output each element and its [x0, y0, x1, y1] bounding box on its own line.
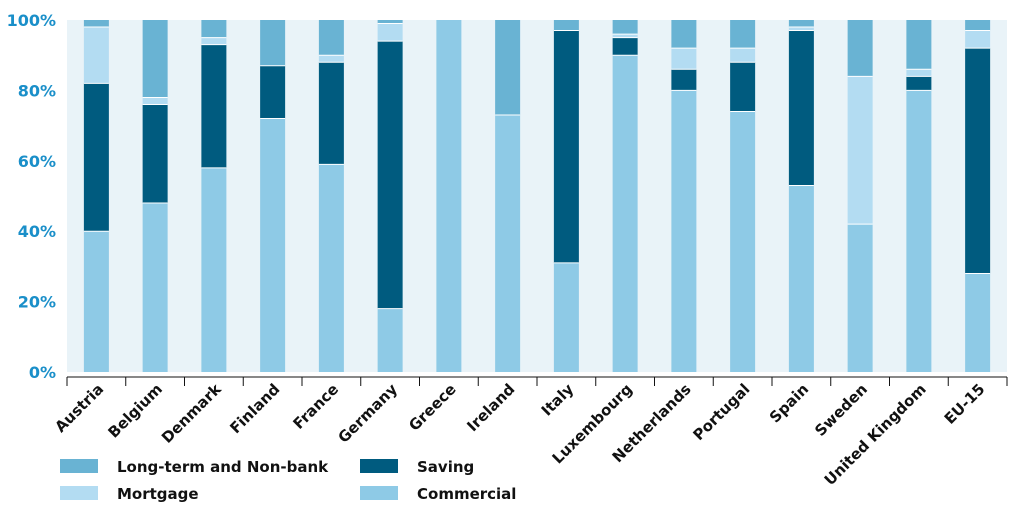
bar-segment [318, 164, 344, 372]
bar-segment [318, 20, 344, 56]
x-tick-label: Finland [226, 380, 283, 437]
bar-segment [671, 48, 697, 70]
bar-segment [847, 76, 873, 225]
bar-segment [906, 90, 932, 373]
x-tick-label: EU-15 [941, 380, 989, 428]
y-tick-label: 40% [18, 222, 56, 241]
bar-segment [788, 20, 814, 28]
x-tick-label: Austria [51, 380, 107, 436]
bar-segment [201, 167, 227, 372]
bar-segment [612, 20, 638, 35]
bar-segment [83, 20, 109, 28]
bar-segment [377, 41, 403, 309]
x-tick-label: Denmark [158, 379, 225, 446]
bar-segment [553, 30, 579, 263]
bar-segment [612, 55, 638, 372]
bar-segment [965, 20, 991, 31]
bar-segment [142, 97, 168, 105]
bar-segment [260, 65, 286, 119]
legend-swatch [60, 486, 98, 500]
x-tick-label: Sweden [811, 380, 871, 440]
bar-segment [377, 308, 403, 372]
bar-segment [965, 273, 991, 372]
y-tick-label: 60% [18, 152, 56, 171]
legend: Long-term and Non-bank Saving Mortgage Comm… [60, 458, 516, 503]
bars-layer [83, 20, 991, 373]
bar-segment [965, 48, 991, 274]
bar-segment [377, 23, 403, 42]
bar-segment [730, 20, 756, 49]
bar-segment [83, 27, 109, 84]
x-tick-label: United Kingdom [821, 380, 930, 489]
bar-segment [495, 115, 521, 372]
bar-segment [553, 20, 579, 31]
bar-segment [788, 27, 814, 31]
bar-segment [377, 20, 403, 24]
y-tick-label: 100% [7, 11, 56, 30]
bar-segment [201, 37, 227, 45]
legend-label: Saving [417, 458, 474, 476]
x-tick-label: Belgium [104, 380, 165, 441]
bar-segment [906, 76, 932, 91]
x-tick-label: Ireland [463, 380, 518, 435]
bar-segment [142, 104, 168, 204]
legend-swatch [60, 459, 98, 473]
bar-segment [318, 55, 344, 63]
bar-segment [201, 20, 227, 38]
x-tick-label: France [289, 380, 342, 433]
legend-swatch [360, 459, 398, 473]
bar-segment [436, 20, 462, 372]
bar-segment [730, 62, 756, 112]
x-tick-label: Germany [334, 380, 401, 447]
bar-segment [553, 262, 579, 372]
bar-segment [730, 48, 756, 63]
legend-swatch [360, 486, 398, 500]
bar-segment [260, 20, 286, 66]
bar-segment [671, 69, 697, 91]
bar-segment [906, 20, 932, 70]
bar-segment [788, 185, 814, 372]
bar-segment [730, 111, 756, 373]
bar-segment [612, 34, 638, 38]
y-tick-label: 80% [18, 81, 56, 100]
y-tick-label: 0% [29, 363, 56, 382]
bar-segment [906, 69, 932, 77]
bar-segment [671, 90, 697, 373]
legend-label: Commercial [417, 485, 516, 503]
x-tick-label: Spain [766, 380, 812, 426]
bar-segment [83, 83, 109, 232]
x-tick-label: Greece [405, 380, 460, 435]
bar-segment [201, 44, 227, 168]
bar-segment [318, 62, 344, 165]
bar-segment [788, 30, 814, 186]
bar-segment [671, 20, 697, 49]
bar-segment [142, 20, 168, 98]
bar-segment [847, 224, 873, 372]
y-tick-label: 20% [18, 293, 56, 312]
bar-segment [83, 231, 109, 372]
bar-segment [142, 203, 168, 372]
x-tick-label: Italy [538, 380, 578, 420]
x-tick-label: Portugal [689, 380, 753, 444]
bar-segment [612, 37, 638, 56]
y-axis: 0% 20% 40% 60% 80% 100% [7, 11, 56, 382]
bar-segment [965, 30, 991, 49]
legend-label: Long-term and Non-bank [117, 458, 329, 476]
bar-segment [847, 20, 873, 77]
bar-segment [495, 20, 521, 116]
legend-label: Mortgage [117, 485, 199, 503]
bar-segment [260, 118, 286, 372]
